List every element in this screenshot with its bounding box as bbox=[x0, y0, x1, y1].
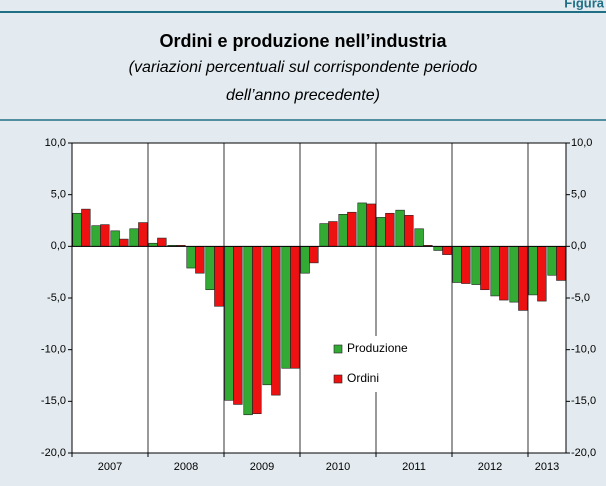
x-tick-label: 2011 bbox=[402, 461, 426, 473]
legend-swatch bbox=[333, 374, 343, 384]
bar bbox=[528, 246, 538, 296]
x-tick-label: 2013 bbox=[535, 461, 559, 473]
bar bbox=[338, 214, 348, 247]
bar bbox=[357, 202, 367, 247]
bar bbox=[366, 203, 376, 247]
bar bbox=[509, 246, 519, 303]
bar bbox=[110, 230, 120, 247]
bar bbox=[72, 212, 82, 247]
bar bbox=[195, 246, 205, 274]
y-tick-label: 5,0 bbox=[51, 189, 66, 201]
figure-label: Figura bbox=[564, 0, 604, 10]
bar bbox=[214, 246, 224, 307]
plot-area bbox=[71, 142, 567, 454]
bar bbox=[129, 228, 139, 247]
y2-tick-label: -10,0 bbox=[571, 344, 596, 356]
bar bbox=[205, 246, 215, 291]
bar bbox=[499, 246, 509, 301]
x-tick-label: 2010 bbox=[326, 461, 350, 473]
chart-title: Ordini e produzione nell’industria bbox=[159, 31, 447, 51]
bar bbox=[556, 246, 566, 281]
bar bbox=[347, 211, 357, 247]
bar bbox=[290, 246, 300, 369]
chart-subtitle: (variazioni percentuali sul corrisponden… bbox=[129, 59, 478, 76]
y-tick-label: -20,0 bbox=[41, 447, 66, 459]
bar bbox=[81, 208, 91, 247]
x-tick-label: 2009 bbox=[250, 461, 274, 473]
y2-tick-label: 0,0 bbox=[571, 240, 586, 252]
bar bbox=[547, 246, 557, 276]
bar bbox=[138, 222, 148, 247]
bar bbox=[537, 246, 547, 302]
bar bbox=[480, 246, 490, 291]
legend-box bbox=[328, 336, 440, 392]
y-tick-label: 0,0 bbox=[51, 240, 66, 252]
bar bbox=[452, 246, 462, 283]
y-tick-label: 10,0 bbox=[45, 137, 66, 149]
legend-label: Produzione bbox=[347, 341, 408, 355]
y2-tick-label: 5,0 bbox=[571, 189, 586, 201]
y-tick-label: -10,0 bbox=[41, 344, 66, 356]
bar bbox=[100, 224, 110, 247]
bar bbox=[442, 246, 452, 255]
legend-label: Ordini bbox=[347, 371, 379, 385]
bar bbox=[186, 246, 196, 269]
y2-tick-label: -5,0 bbox=[571, 292, 590, 304]
bar bbox=[471, 246, 481, 285]
bar bbox=[271, 246, 281, 396]
bar bbox=[224, 246, 234, 401]
bar bbox=[233, 246, 243, 405]
bar bbox=[319, 223, 329, 247]
bar bbox=[309, 246, 319, 264]
bar bbox=[300, 246, 310, 274]
x-tick-label: 2007 bbox=[98, 461, 122, 473]
x-tick-label: 2008 bbox=[174, 461, 198, 473]
y2-tick-label: -20,0 bbox=[571, 447, 596, 459]
bar bbox=[328, 221, 338, 247]
bar bbox=[281, 246, 291, 369]
y2-tick-label: -15,0 bbox=[571, 395, 596, 407]
bar bbox=[243, 246, 253, 416]
bar bbox=[376, 217, 386, 247]
y-tick-label: -15,0 bbox=[41, 395, 66, 407]
y2-tick-label: 10,0 bbox=[571, 137, 592, 149]
bar bbox=[395, 209, 405, 247]
bar bbox=[252, 246, 262, 415]
bar bbox=[518, 246, 528, 311]
bar bbox=[385, 212, 395, 247]
bar bbox=[91, 225, 101, 247]
bar bbox=[119, 238, 129, 247]
bar bbox=[461, 246, 471, 284]
bar bbox=[404, 215, 414, 247]
y-tick-label: -5,0 bbox=[47, 292, 66, 304]
bar bbox=[157, 237, 167, 247]
bar bbox=[490, 246, 500, 297]
bar bbox=[414, 228, 424, 247]
legend-swatch bbox=[333, 344, 343, 354]
bar bbox=[433, 246, 443, 251]
chart-subtitle: dell’anno precedente) bbox=[226, 87, 380, 104]
x-tick-label: 2012 bbox=[478, 461, 502, 473]
bar bbox=[262, 246, 272, 386]
